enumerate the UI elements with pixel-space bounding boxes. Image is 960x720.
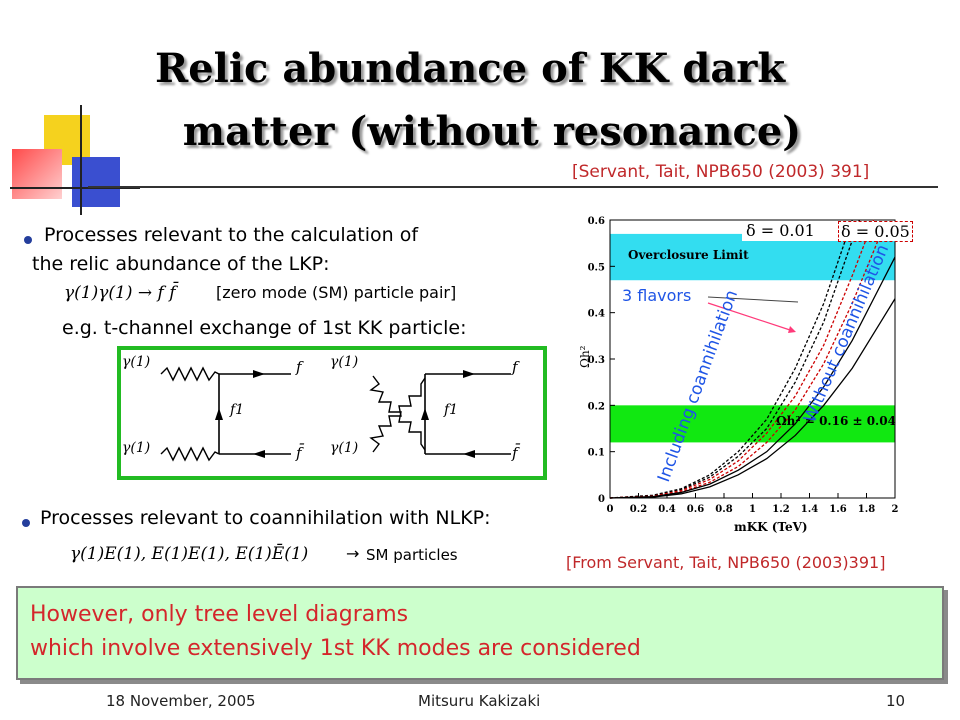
photon-label-2a: γ(1) [330, 354, 359, 370]
x-tick-label: 0.4 [658, 504, 675, 515]
kk-fermion-label-1: f1 [230, 402, 245, 418]
x-tick-label: 2 [892, 504, 899, 515]
reference-bottom: [From Servant, Tait, NPB650 (2003)391] [566, 553, 886, 572]
flavors-label: 3 flavors [622, 286, 692, 305]
x-tick-label: 1 [749, 504, 756, 515]
propagator-arrow-1 [215, 408, 223, 420]
x-tick-label: 0.6 [687, 504, 704, 515]
conclusion-box: However, only tree level diagrams which … [16, 586, 944, 680]
series-line-2 [609, 219, 875, 499]
fermion-arrow-1a [253, 370, 265, 378]
plot-xlabel: mKK (TeV) [734, 520, 808, 534]
feynman-diagrams [160, 366, 511, 462]
reference-top: [Servant, Tait, NPB650 (2003) 391] [572, 162, 870, 182]
y-tick-label: 0.4 [588, 309, 605, 320]
arrow-to-sm: → [346, 544, 360, 563]
flavors-pointer-arrowhead [788, 326, 796, 333]
fermion-label-2a: f [512, 358, 518, 376]
decorative-logo [10, 105, 140, 215]
footer-date: 18 November, 2005 [106, 692, 256, 710]
y-tick-label: 0.1 [588, 448, 605, 459]
conclusion-line1: However, only tree level diagrams [30, 602, 409, 627]
bullet-dot-1 [24, 236, 32, 244]
x-tick-label: 0.8 [715, 504, 732, 515]
formula-note: [zero mode (SM) particle pair] [216, 283, 457, 302]
photon-line-2a [369, 375, 426, 451]
y-tick-label: 0.2 [588, 401, 605, 412]
bullet2-text: Processes relevant to coannihilation wit… [40, 507, 491, 529]
x-tick-label: 1.6 [829, 504, 846, 515]
x-tick-label: 0 [607, 504, 614, 515]
photon-line-1a [160, 366, 220, 382]
y-tick-label: 0.3 [588, 355, 605, 366]
x-tick-label: 1.4 [801, 504, 818, 515]
delta-legend-box [742, 221, 922, 241]
relic-abundance-plot: 0 0.2 0.4 0.6 0.8 1 1.2 1.4 1.6 1.8 2 0 0.1 0.2 0.3 0.4… [560, 205, 950, 550]
t-channel-example: e.g. t-channel exchange of 1st KK partic… [62, 317, 467, 339]
photon-label-1b: γ(1) [122, 440, 151, 456]
antifermion-label-2b: f̄ [512, 444, 518, 462]
series-line-5 [609, 298, 896, 499]
delta2-label: δ = 0.05 [838, 221, 913, 242]
logo-red-square [12, 149, 62, 199]
photon-label-1a: γ(1) [122, 354, 151, 370]
fermion-label-1a: f [296, 358, 302, 376]
plot-svg: 0 0.2 0.4 0.6 0.8 1 1.2 1.4 1.6 1.8 2 0 0.1 0.2 0.3 0.4… [588, 216, 899, 515]
fermion-arrow-2b [463, 450, 475, 458]
kk-fermion-label-2: f1 [444, 402, 459, 418]
plot-ylabel: Ωh² [578, 345, 592, 369]
omega-band-label: Ωh² = 0.16 ± 0.04 [776, 414, 896, 428]
fermion-arrow-1b [253, 450, 265, 458]
x-tick-label: 1.2 [772, 504, 789, 515]
coannihilation-formula: γ(1)E(1), E(1)E(1), E(1)Ē(1) [70, 544, 309, 564]
footer-page-number: 10 [886, 692, 906, 710]
flavors-pointer-2 [707, 302, 791, 331]
delta1-label: δ = 0.01 [746, 221, 815, 240]
photon-line-2b [369, 377, 426, 453]
y-tick-label: 0.5 [588, 262, 605, 273]
series-line-4 [609, 256, 896, 499]
antifermion-label-1b: f̄ [296, 444, 302, 462]
y-tick-label: 0.6 [588, 216, 605, 227]
slide-title-line1: Relic abundance of KK dark [154, 45, 786, 92]
feynman-diagram-box [117, 346, 547, 480]
bullet-dot-2 [22, 519, 30, 527]
lkp-annihilation-formula: γ(1)γ(1) → f f̄ [64, 283, 176, 303]
x-tick-label: 1.8 [858, 504, 875, 515]
bullet1-line2: the relic abundance of the LKP: [32, 253, 330, 275]
photon-line-1b [160, 446, 220, 462]
propagator-arrow-2 [421, 408, 429, 420]
footer-author: Mitsuru Kakizaki [418, 692, 541, 710]
logo-horizontal-line [10, 187, 140, 189]
x-tick-label: 0.2 [630, 504, 647, 515]
photon-label-2b: γ(1) [330, 440, 359, 456]
flavors-pointer-1 [707, 296, 799, 303]
sm-particles-label: SM particles [366, 546, 458, 564]
slide-title-line2: matter (without resonance) [182, 108, 802, 155]
fermion-arrow-2a [463, 370, 475, 378]
y-tick-label: 0 [598, 494, 605, 505]
logo-vertical-line [80, 105, 82, 215]
conclusion-line2: which involve extensively 1st KK modes a… [30, 636, 641, 661]
title-rule [88, 186, 938, 188]
overclosure-label: Overclosure Limit [628, 248, 749, 262]
bullet1-line1: Processes relevant to the calculation of [44, 224, 419, 246]
